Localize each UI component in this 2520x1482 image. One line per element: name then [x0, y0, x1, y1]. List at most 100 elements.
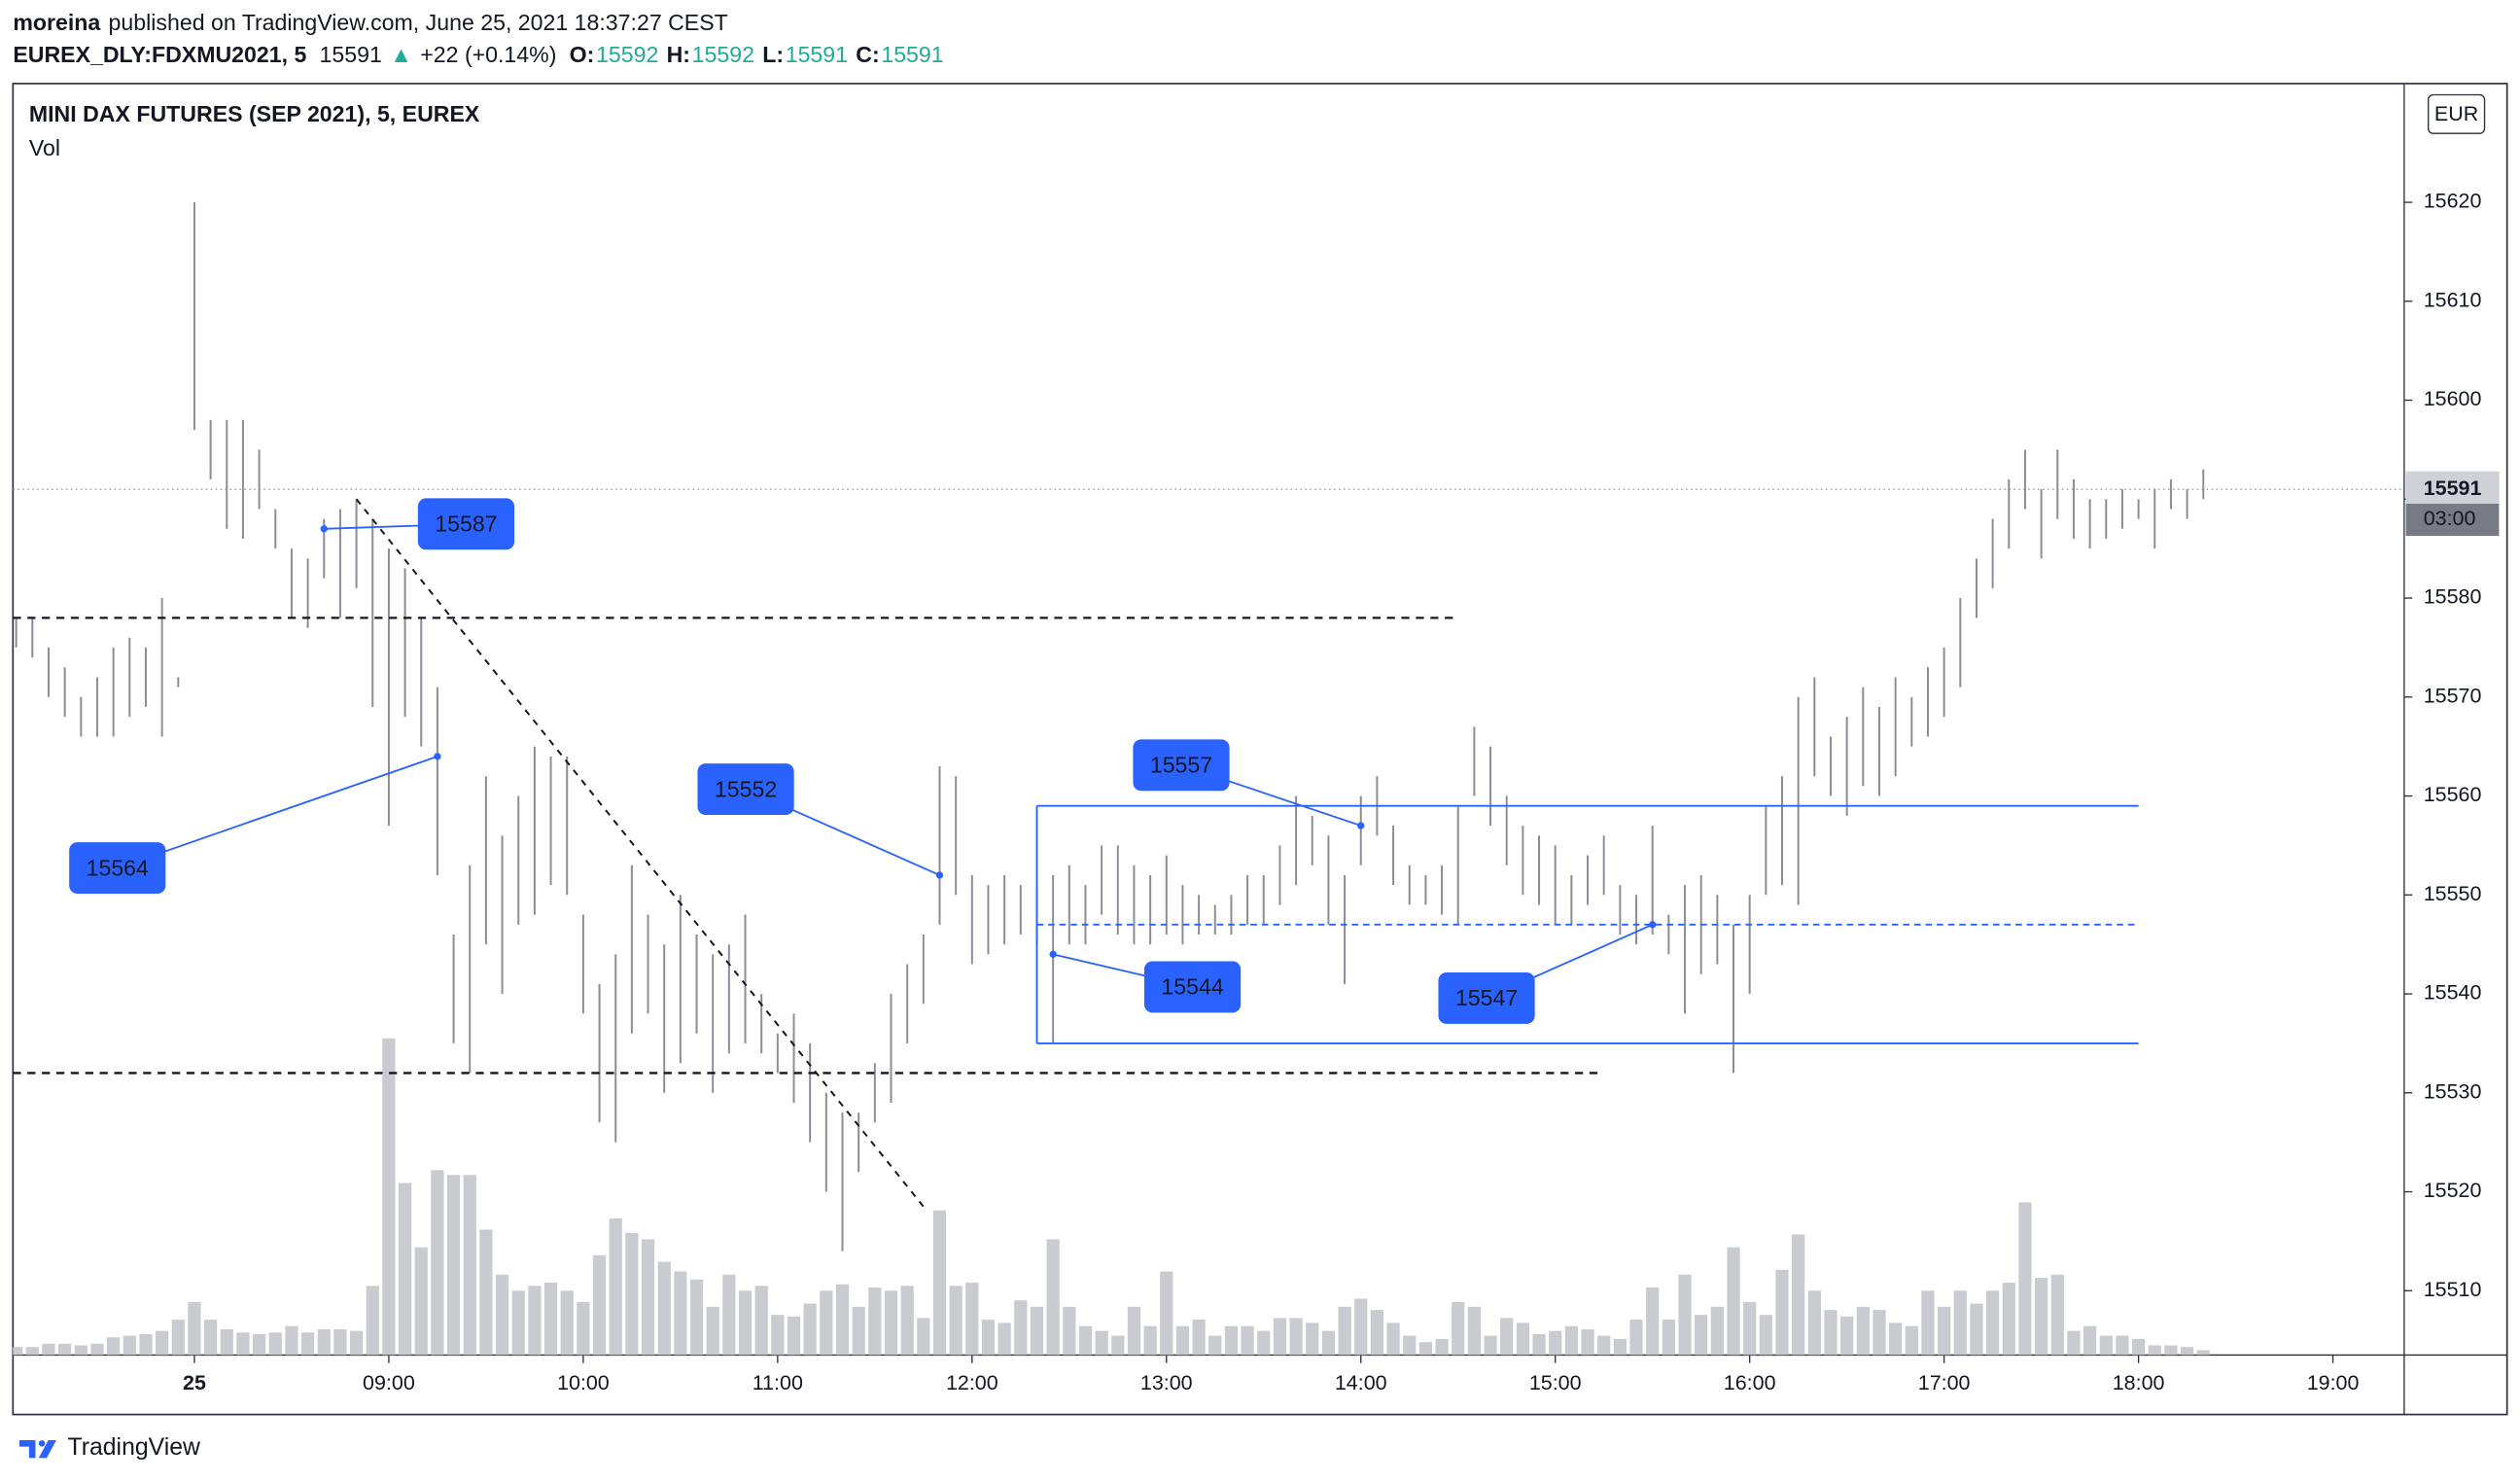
price-label-top [2405, 471, 2500, 504]
volume-bar [852, 1306, 865, 1356]
volume-bar [2148, 1345, 2161, 1356]
volume-bar [674, 1271, 687, 1356]
volume-bar [738, 1290, 752, 1356]
price-label: 15591 [2424, 476, 2482, 500]
volume-bar [1775, 1269, 1789, 1356]
ohlc-value: 15591 [786, 42, 848, 67]
volume-bar [1241, 1325, 1254, 1356]
volume-bar [511, 1290, 525, 1356]
volume-bar [1695, 1315, 1708, 1356]
y-tick-label: 15510 [2424, 1278, 2482, 1301]
ohlc-label: O: [570, 42, 595, 67]
volume-bar [835, 1284, 850, 1356]
y-tick-label: 15520 [2424, 1179, 2482, 1202]
volume-bar [1613, 1338, 1627, 1356]
callout-label: 15587 [435, 512, 497, 537]
volume-bar [1840, 1316, 1854, 1356]
volume-bar [2067, 1330, 2081, 1356]
volume-bar [2196, 1350, 2210, 1356]
change-arrow: ▲ [390, 42, 412, 67]
callout-anchor [935, 871, 944, 879]
x-tick-label: 19:00 [2307, 1371, 2360, 1394]
volume-bar [722, 1274, 736, 1356]
volume-bar [981, 1320, 996, 1356]
callout-box [1438, 972, 1535, 1024]
volume-bar [884, 1290, 898, 1356]
callout-box [697, 763, 794, 816]
volume-bar [446, 1175, 461, 1356]
y-tick-label: 15620 [2424, 190, 2482, 213]
ohlc-label: L: [762, 42, 784, 67]
callout-box [417, 498, 515, 550]
volume-bar [1629, 1320, 1643, 1356]
volume-bar [479, 1229, 493, 1356]
author: moreina [13, 10, 101, 35]
y-tick-label: 15580 [2424, 585, 2482, 609]
volume-bar [689, 1279, 704, 1356]
volume-bar [1289, 1318, 1303, 1356]
volume-bar [1467, 1306, 1482, 1356]
volume-bar [220, 1328, 233, 1356]
volume-bar [431, 1170, 444, 1356]
volume-bar [528, 1286, 542, 1356]
volume-bar [1597, 1335, 1611, 1356]
volume-bar [1500, 1318, 1514, 1356]
volume-bar [1257, 1330, 1271, 1356]
volume-bar [333, 1328, 347, 1356]
currency-box[interactable] [2428, 93, 2486, 134]
volume-bar [2180, 1347, 2194, 1356]
volume-bar [657, 1261, 671, 1356]
volume-bar [1175, 1325, 1190, 1356]
volume-bar [1111, 1335, 1125, 1356]
callout-box [1133, 739, 1230, 792]
volume-bar [560, 1290, 574, 1356]
ohlc-value: 15591 [881, 42, 943, 67]
callout-anchor [434, 753, 441, 760]
y-tick-label: 15600 [2424, 387, 2482, 410]
currency: EUR [2434, 102, 2478, 125]
logo-dot [38, 1440, 46, 1447]
volume-bar [803, 1303, 817, 1356]
volume-bar [1354, 1298, 1368, 1356]
x-tick-label: 09:00 [363, 1371, 415, 1394]
volume-bar [1435, 1338, 1449, 1356]
volume-bar [1953, 1290, 1967, 1356]
x-tick-label: 13:00 [1140, 1371, 1193, 1394]
volume-bar [382, 1038, 396, 1356]
countdown: 03:00 [2424, 507, 2476, 530]
volume-bar [787, 1316, 801, 1356]
volume-bar [2116, 1335, 2129, 1356]
x-tick-label: 16:00 [1724, 1371, 1776, 1394]
volume-bar [1224, 1325, 1239, 1356]
volume-bar [1418, 1342, 1433, 1356]
volume-bar [107, 1337, 121, 1356]
symbol: EUREX_DLY:FDXMU2021, 5 [13, 42, 306, 67]
published: published on TradingView.com, June 25, 2… [109, 10, 728, 35]
volume-bar [1273, 1318, 1287, 1356]
callout-box [69, 842, 166, 895]
ohlc-value: 15592 [692, 42, 754, 67]
volume-bar [1792, 1234, 1805, 1356]
volume-bar [1549, 1330, 1562, 1356]
volume-bar [1824, 1310, 1838, 1356]
volume-bar [398, 1182, 412, 1356]
volume-bar [917, 1318, 930, 1356]
volume-bar [1192, 1320, 1206, 1356]
volume-bar [754, 1286, 768, 1356]
volume-bar [1370, 1310, 1384, 1356]
volume-bar [1078, 1325, 1093, 1356]
volume-bar [1014, 1300, 1028, 1356]
volume-bar [609, 1217, 622, 1356]
x-tick-label: 14:00 [1335, 1371, 1387, 1394]
publish-line: moreina published on TradingView.com, Jun… [13, 10, 727, 35]
volume-bar [932, 1210, 947, 1356]
y-tick-label: 15530 [2424, 1079, 2482, 1103]
volume-bar [204, 1320, 218, 1356]
volume-bar [1662, 1320, 1675, 1356]
volume-bar [625, 1232, 639, 1356]
callout-label: 15544 [1161, 974, 1223, 1000]
volume-bar [592, 1254, 607, 1356]
volume-bar [236, 1332, 250, 1356]
callout-anchor [1649, 921, 1657, 929]
volume-bar [2002, 1283, 2015, 1356]
